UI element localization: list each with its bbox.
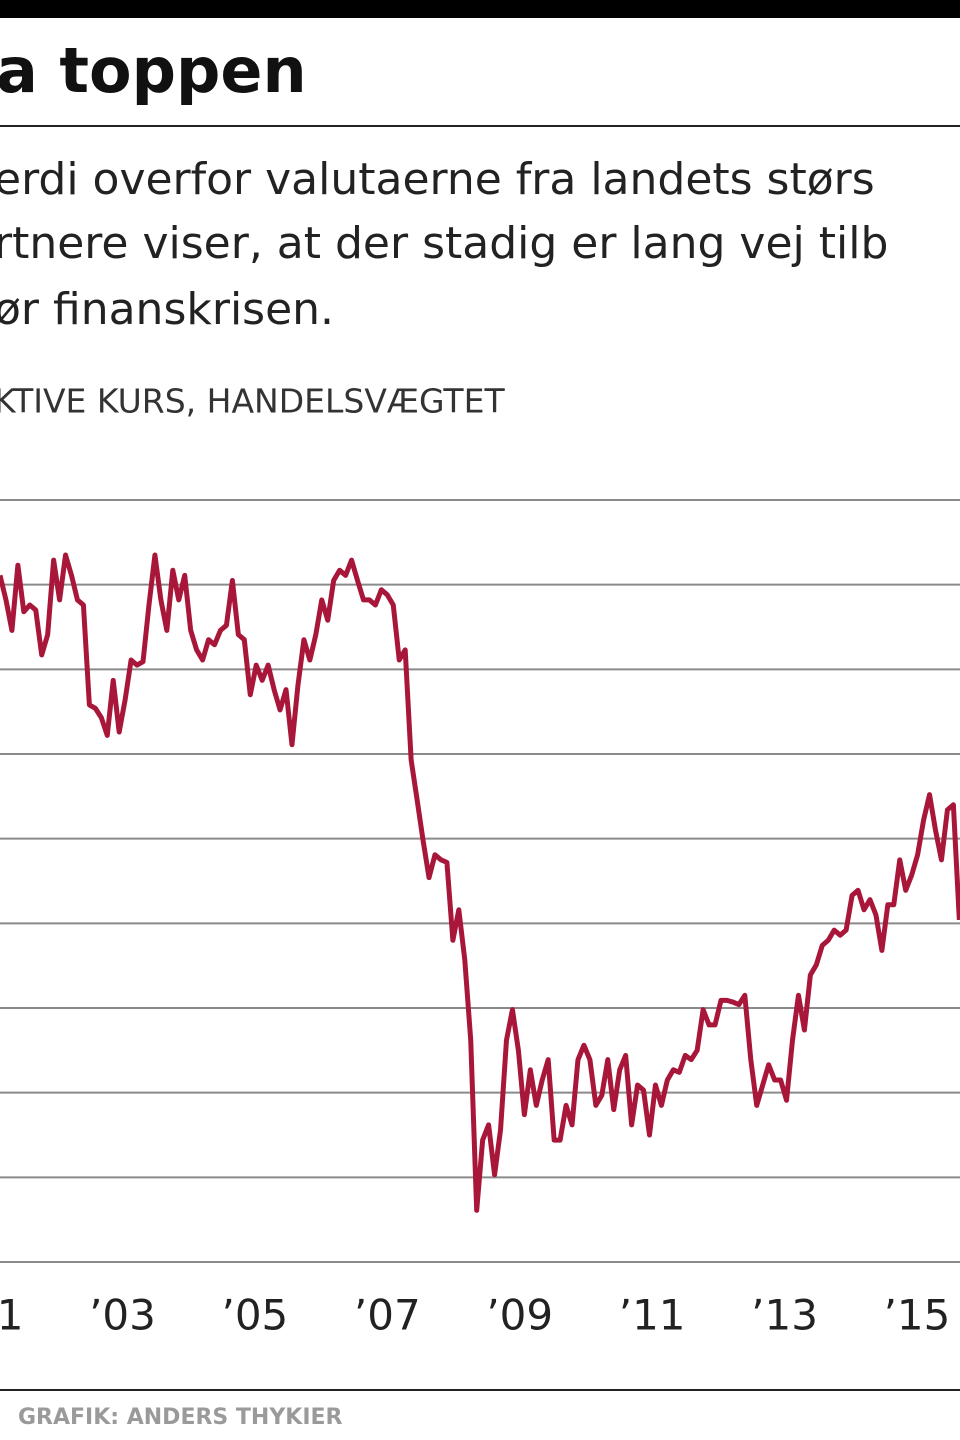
- axis-label: KTIVE KURS, HANDELSVÆGTET: [0, 382, 505, 421]
- x-tick-label: ’09: [486, 1291, 553, 1340]
- source: GRAFIK: ANDERS THYKIER: [18, 1405, 343, 1430]
- chart-title: a toppen: [0, 34, 307, 107]
- plot: [0, 552, 960, 1213]
- x-tick-label: ’11: [619, 1291, 686, 1340]
- x-tick-label: ’01: [0, 1291, 23, 1340]
- subtitle-line: erdi overfor valutaerne fra landets stør…: [0, 154, 875, 205]
- x-tick-label: ’07: [354, 1291, 421, 1340]
- x-tick-label: ’15: [884, 1291, 951, 1340]
- x-tick-label: ’03: [89, 1291, 156, 1340]
- subtitle-line: rtnere viser, at der stadig er lang vej …: [0, 218, 888, 269]
- x-tick-label: ’05: [221, 1291, 288, 1340]
- data-line: [0, 552, 960, 1213]
- subtitle-line: ør finanskrisen.: [0, 284, 334, 335]
- top-bar: [0, 0, 960, 18]
- x-tick-label: ’13: [751, 1291, 818, 1340]
